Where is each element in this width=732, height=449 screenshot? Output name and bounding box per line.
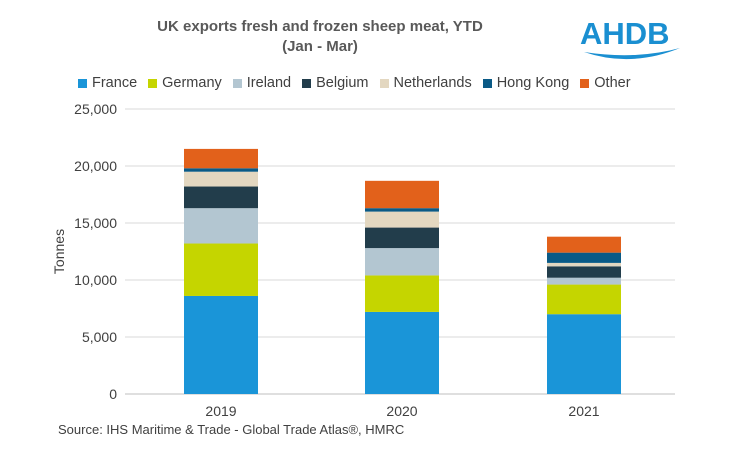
ahdb-logo: AHDB	[580, 16, 680, 60]
bar-segment-other-2020	[365, 180, 439, 209]
bar-segment-netherlands-2021	[547, 262, 621, 267]
legend-swatch	[78, 78, 87, 88]
bar-segment-germany-2019	[184, 243, 258, 296]
bar-segment-ireland-2020	[365, 248, 439, 276]
bar-segment-other-2021	[547, 236, 621, 253]
legend-label: Ireland	[246, 75, 292, 91]
y-tick-label: 20,000	[74, 158, 117, 174]
y-tick-label: 15,000	[74, 215, 117, 231]
y-axis-title: Tonnes	[51, 229, 67, 274]
bar-segment-france-2021	[547, 314, 621, 394]
bar-segment-belgium-2019	[184, 186, 258, 209]
legend-item-netherlands: Netherlands	[379, 75, 472, 91]
bar-segment-belgium-2021	[547, 266, 621, 278]
source-note: Source: IHS Maritime & Trade - Global Tr…	[58, 422, 405, 437]
x-tick-label: 2019	[205, 403, 236, 419]
legend-item-ireland: Ireland	[232, 75, 292, 91]
logo-text: AHDB	[580, 16, 670, 51]
y-tick-label: 0	[109, 386, 117, 402]
legend-label: France	[92, 75, 138, 91]
legend-label: Other	[594, 75, 631, 91]
legend-item-france: France	[78, 75, 137, 91]
legend-label: Netherlands	[393, 75, 472, 91]
bar-segment-france-2019	[184, 295, 258, 394]
legend-swatch	[482, 78, 492, 88]
legend-item-hong-kong: Hong Kong	[482, 75, 570, 91]
bar-segment-other-2019	[184, 148, 258, 169]
legend-swatch	[379, 78, 389, 88]
bar-segment-netherlands-2020	[365, 211, 439, 228]
bar-segment-ireland-2021	[547, 277, 621, 285]
bar-segment-germany-2021	[547, 284, 621, 315]
legend-item-germany: Germany	[148, 75, 222, 91]
y-tick-label: 5,000	[82, 329, 117, 345]
legend-swatch	[302, 78, 312, 88]
legend-item-other: Other	[580, 75, 631, 91]
legend-label: Hong Kong	[496, 75, 570, 91]
bar-segment-belgium-2020	[365, 227, 439, 249]
bar-segment-hong-kong-2020	[365, 208, 439, 212]
logo-swoosh	[584, 48, 680, 60]
bar-segment-germany-2020	[365, 275, 439, 312]
bar-segment-france-2020	[365, 311, 439, 394]
chart-subtitle: (Jan - Mar)	[282, 38, 358, 55]
legend-swatch	[148, 78, 158, 88]
bar-segment-ireland-2019	[184, 208, 258, 244]
bar-segment-netherlands-2019	[184, 171, 258, 187]
legend-item-belgium: Belgium	[302, 75, 369, 91]
legend-swatch	[580, 78, 590, 88]
chart-legend: France Germany Ireland Belgium Netherlands Ho…	[78, 73, 718, 93]
legend-swatch	[232, 78, 242, 88]
bar-segment-hong-kong-2019	[184, 168, 258, 172]
y-tick-label: 10,000	[74, 272, 117, 288]
x-tick-label: 2021	[568, 403, 599, 419]
y-tick-label: 25,000	[74, 101, 117, 117]
chart-title: UK exports fresh and frozen sheep meat, …	[157, 18, 483, 35]
legend-label: Germany	[162, 75, 222, 91]
x-tick-label: 2020	[386, 403, 417, 419]
legend-label: Belgium	[316, 75, 369, 91]
bar-segment-hong-kong-2021	[547, 252, 621, 263]
